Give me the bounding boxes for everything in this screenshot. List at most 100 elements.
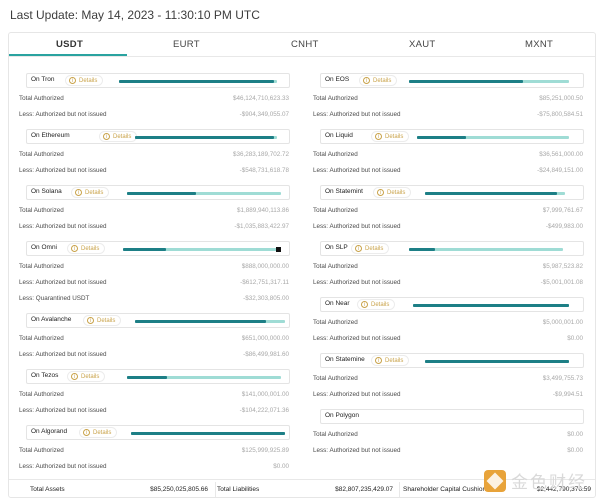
details-label: Details	[81, 373, 100, 380]
row-label: Total Authorized	[313, 151, 358, 158]
row-label: Total Authorized	[19, 335, 64, 342]
details-button[interactable]: i Details	[373, 187, 412, 198]
chain-header: On Statemint i Details	[320, 185, 584, 200]
info-icon: i	[71, 245, 78, 252]
details-button[interactable]: i Details	[71, 187, 110, 198]
row-value: $5,987,523.82	[542, 263, 583, 270]
chain-header: On Near i Details	[320, 297, 584, 312]
total-authorized-row: Total Authorized $888,000,000.00	[19, 263, 289, 273]
chain-header: On EOS i Details	[320, 73, 584, 88]
quarantine-marker	[276, 247, 281, 252]
details-button[interactable]: i Details	[351, 243, 390, 254]
issuance-bar	[135, 320, 285, 323]
tab-cnht[interactable]: CNHT	[291, 39, 319, 50]
details-button[interactable]: i Details	[67, 243, 106, 254]
row-label: Total Authorized	[19, 151, 64, 158]
details-button[interactable]: i Details	[67, 371, 106, 382]
row-value: $141,000,001.00	[241, 391, 289, 398]
issuance-bar-fill	[417, 136, 466, 139]
row-value: $3,499,755.73	[542, 375, 583, 382]
details-button[interactable]: i Details	[99, 131, 138, 142]
chain-name: On Solana	[31, 188, 62, 195]
row-label: Less: Authorized but not issued	[19, 167, 107, 174]
row-label: Less: Authorized but not issued	[19, 407, 107, 414]
details-label: Details	[373, 77, 392, 84]
shareholder-capital: Shareholder Capital Cushion $2,442,790,3…	[397, 480, 595, 497]
total-liabilities: Total Liabilities $82,807,235,429.07	[211, 480, 399, 497]
row-label: Less: Authorized but not issued	[313, 223, 401, 230]
details-button[interactable]: i Details	[79, 427, 118, 438]
row-value: -$904,349,055.07	[239, 111, 289, 118]
issuance-bar-fill	[119, 80, 274, 83]
chain-name: On SLP	[325, 244, 348, 251]
issuance-bar	[119, 80, 277, 83]
issuance-bar	[123, 247, 281, 252]
details-button[interactable]: i Details	[65, 75, 104, 86]
info-icon: i	[361, 301, 368, 308]
less-authorized-row: Less: Authorized but not issued $0.00	[313, 335, 583, 345]
currency-tabs: USDT EURT CNHT XAUT MXNT	[9, 33, 595, 57]
tab-eurt[interactable]: EURT	[173, 39, 200, 50]
chain-header: On Solana i Details	[26, 185, 290, 200]
total-authorized-row: Total Authorized $141,000,001.00	[19, 391, 289, 401]
less-authorized-row: Less: Authorized but not issued -$9,994.5…	[313, 391, 583, 401]
row-value: $0.00	[273, 463, 289, 470]
row-value: -$548,731,618.78	[239, 167, 289, 174]
chain-name: On EOS	[325, 76, 350, 83]
details-button[interactable]: i Details	[359, 75, 398, 86]
row-value: $651,000,000.00	[241, 335, 289, 342]
total-assets-value: $85,250,025,805.66	[150, 486, 208, 493]
issuance-bar	[131, 432, 285, 435]
info-icon: i	[103, 133, 110, 140]
row-label: Less: Authorized but not issued	[19, 223, 107, 230]
active-tab-indicator	[9, 54, 127, 56]
details-label: Details	[97, 317, 116, 324]
info-icon: i	[375, 133, 382, 140]
chain-name: On Liquid	[325, 132, 353, 139]
less-authorized-row: Less: Authorized but not issued -$548,731…	[19, 167, 289, 177]
totals-bar: Total Assets $85,250,025,805.66 Total Li…	[9, 479, 595, 497]
details-button[interactable]: i Details	[357, 299, 396, 310]
total-authorized-row: Total Authorized $3,499,755.73	[313, 375, 583, 385]
row-label: Less: Authorized but not issued	[19, 463, 107, 470]
chain-name: On Omni	[31, 244, 58, 251]
issuance-bar-fill	[409, 80, 523, 83]
row-value: $36,561,000.00	[539, 151, 583, 158]
chain-header: On Ethereum i Details	[26, 129, 290, 144]
issuance-bar-fill	[127, 192, 197, 195]
watermark-text: 金色财经	[511, 473, 587, 493]
row-label: Less: Authorized but not issued	[19, 111, 107, 118]
less-authorized-row: Less: Authorized but not issued -$1,035,8…	[19, 223, 289, 233]
row-value: -$5,001,001.08	[540, 279, 583, 286]
details-label: Details	[79, 77, 98, 84]
chain-name: On Algorand	[31, 428, 68, 435]
tab-xaut[interactable]: XAUT	[409, 39, 436, 50]
tab-mxnt[interactable]: MXNT	[525, 39, 554, 50]
row-value: $888,000,000.00	[241, 263, 289, 270]
details-label: Details	[385, 133, 404, 140]
issuance-bar-fill	[123, 248, 166, 251]
row-value: -$499,983.00	[545, 223, 583, 230]
row-label: Total Authorized	[313, 95, 358, 102]
issuance-bar	[409, 248, 563, 251]
less-authorized-row: Less: Authorized but not issued -$612,751…	[19, 279, 289, 289]
details-button[interactable]: i Details	[83, 315, 122, 326]
chain-name: On Ethereum	[31, 132, 70, 139]
row-value: -$9,994.51	[552, 391, 583, 398]
less-authorized-row: Less: Authorized but not issued -$5,001,0…	[313, 279, 583, 289]
chain-header: On Omni i Details	[26, 241, 290, 256]
issuance-bar	[425, 192, 565, 195]
row-label: Total Authorized	[313, 207, 358, 214]
chain-name: On Polygon	[325, 412, 359, 419]
details-button[interactable]: i Details	[371, 131, 410, 142]
issuance-bar	[135, 136, 277, 139]
total-authorized-row: Total Authorized $1,889,940,113.86	[19, 207, 289, 217]
total-authorized-row: Total Authorized $46,124,710,623.33	[19, 95, 289, 105]
issuance-bar-fill	[425, 192, 557, 195]
less-authorized-row: Less: Authorized but not issued -$104,222…	[19, 407, 289, 417]
tab-usdt[interactable]: USDT	[56, 39, 84, 50]
row-label: Total Authorized	[19, 447, 64, 454]
details-button[interactable]: i Details	[371, 355, 410, 366]
total-authorized-row: Total Authorized $36,283,189,702.72	[19, 151, 289, 161]
chain-name: On Tezos	[31, 372, 59, 379]
